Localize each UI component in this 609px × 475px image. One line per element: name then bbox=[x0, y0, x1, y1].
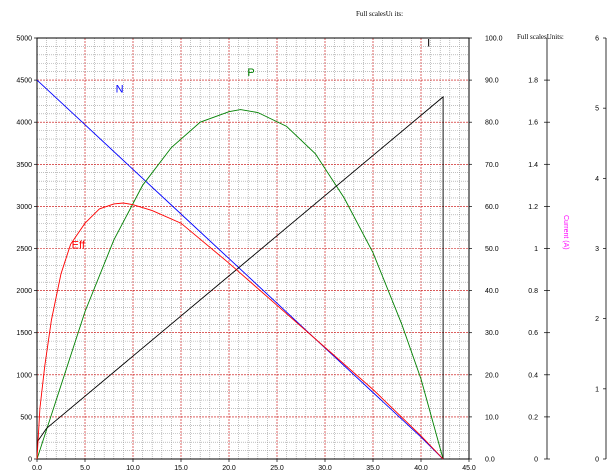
y-left-tick-label: 1500 bbox=[16, 330, 32, 337]
y-right2-title: Current (A) bbox=[562, 215, 569, 250]
y-right2-tick-label: 0.6 bbox=[528, 330, 538, 337]
y-right3-tick-label: 2 bbox=[595, 316, 599, 323]
x-tick-label: 45.0 bbox=[462, 465, 476, 472]
data-series bbox=[36, 79, 444, 460]
series-n-line bbox=[36, 79, 444, 460]
x-tick-label: 10.0 bbox=[126, 465, 140, 472]
series-p-label: P bbox=[247, 67, 254, 79]
y-right1-tick-label: 50.0 bbox=[485, 246, 499, 253]
y-left-tick-label: 2000 bbox=[16, 288, 32, 295]
x-tick-label: 0.0 bbox=[32, 465, 42, 472]
y-right2-tick-label: 1.8 bbox=[528, 78, 538, 85]
y-right3-tick-label: 0 bbox=[595, 457, 599, 464]
y-right1-tick-label: 100.0 bbox=[485, 36, 503, 43]
y-right1-tick-label: 30.0 bbox=[485, 330, 499, 337]
y-right1-tick-label: 20.0 bbox=[485, 372, 499, 379]
y-right1-tick-label: 90.0 bbox=[485, 78, 499, 85]
y-right1-tick-label: 70.0 bbox=[485, 162, 499, 169]
y-right2-tick-label: 0 bbox=[534, 457, 538, 464]
y-right1-tick-label: 10.0 bbox=[485, 414, 499, 421]
series-i-label: I bbox=[427, 37, 430, 49]
y-left-tick-label: 3000 bbox=[16, 204, 32, 211]
x-tick-label: 30.0 bbox=[318, 465, 332, 472]
y-right3-tick-label: 6 bbox=[595, 36, 599, 43]
axes: 0.0 5.0 10.0 15.0 20.0 25.0 30.0 35.0 40.0 45.005… bbox=[16, 36, 607, 472]
y-right2-tick-label: 0.2 bbox=[528, 414, 538, 421]
y-left-tick-label: 2500 bbox=[16, 246, 32, 253]
series-eff-label: Eff bbox=[72, 240, 86, 252]
y-left-tick-label: 1000 bbox=[16, 372, 32, 379]
y-right2-tick-label: 1.6 bbox=[528, 120, 538, 127]
y-right3-tick-label: 4 bbox=[595, 176, 599, 183]
y-right1-tick-label: 60.0 bbox=[485, 204, 499, 211]
y-left-tick-label: 500 bbox=[20, 414, 32, 421]
y-left-tick-label: 3500 bbox=[16, 162, 32, 169]
header-secondary: Full scalesUnits: bbox=[517, 33, 564, 41]
y-left-tick-label: 0 bbox=[28, 457, 32, 464]
y-left-tick-label: 4000 bbox=[16, 120, 32, 127]
x-tick-label: 15.0 bbox=[174, 465, 188, 472]
series-p-line bbox=[36, 109, 444, 460]
y-right1-tick-label: 0.0 bbox=[485, 457, 495, 464]
plot-grid bbox=[37, 38, 469, 459]
y-right3-tick-label: 3 bbox=[595, 246, 599, 253]
y-right2-tick-label: 1.4 bbox=[528, 162, 538, 169]
y-right2-tick-label: 0.8 bbox=[528, 288, 538, 295]
y-right2-tick-label: 0.4 bbox=[528, 372, 538, 379]
y-left-tick-label: 4500 bbox=[16, 78, 32, 85]
y-left-tick-label: 5000 bbox=[16, 36, 32, 43]
header-main: Full scalesUı its: bbox=[356, 10, 403, 18]
y-right3-tick-label: 5 bbox=[595, 106, 599, 113]
y-right1-tick-label: 40.0 bbox=[485, 288, 499, 295]
y-right3-tick-label: 1 bbox=[595, 386, 599, 393]
x-tick-label: 5.0 bbox=[80, 465, 90, 472]
series-n-label: N bbox=[116, 84, 124, 96]
series-i-line bbox=[36, 95, 444, 459]
x-tick-label: 40.0 bbox=[414, 465, 428, 472]
y-right2-tick-label: 1.2 bbox=[528, 204, 538, 211]
y-right1-tick-label: 80.0 bbox=[485, 120, 499, 127]
y-right2-tick-label: 1 bbox=[534, 246, 538, 253]
series-eff-line bbox=[36, 202, 444, 460]
series-labels: N P I Eff bbox=[72, 37, 431, 251]
x-tick-label: 25.0 bbox=[270, 465, 284, 472]
x-tick-label: 35.0 bbox=[366, 465, 380, 472]
x-tick-label: 20.0 bbox=[222, 465, 236, 472]
